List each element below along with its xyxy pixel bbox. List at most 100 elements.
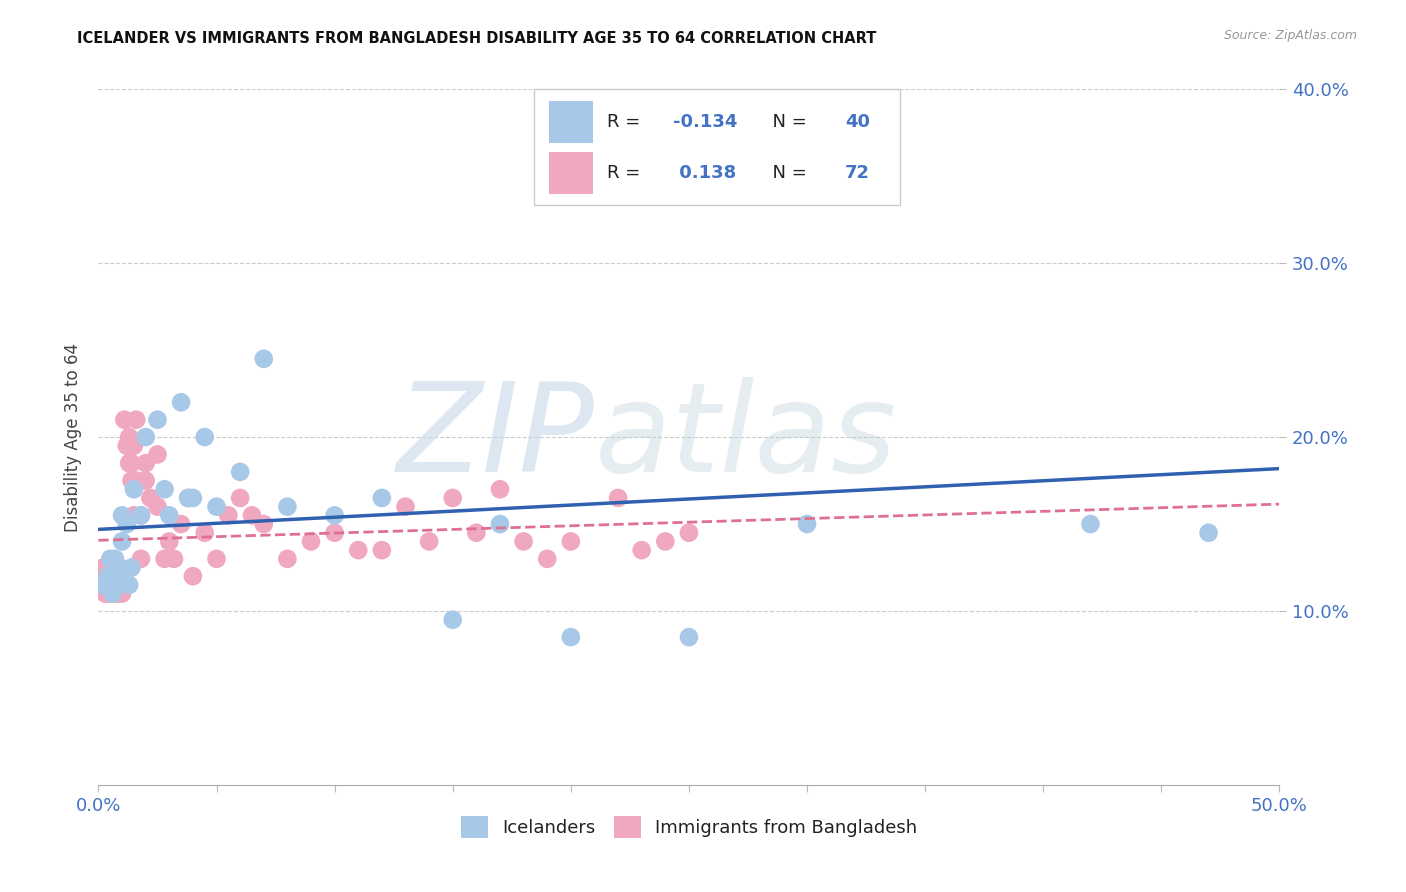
Point <box>163 551 186 566</box>
Point <box>135 474 157 488</box>
Point <box>129 508 152 523</box>
Point <box>97 569 120 583</box>
Point <box>111 508 134 523</box>
Point <box>121 560 143 574</box>
Point <box>111 587 134 601</box>
Text: atlas: atlas <box>595 376 897 498</box>
Point <box>105 578 128 592</box>
Point <box>512 534 534 549</box>
Point <box>844 152 866 166</box>
Point <box>104 569 127 583</box>
Point <box>536 551 558 566</box>
Point <box>371 543 394 558</box>
Point <box>678 630 700 644</box>
Point <box>111 569 134 583</box>
FancyBboxPatch shape <box>548 101 593 143</box>
Y-axis label: Disability Age 35 to 64: Disability Age 35 to 64 <box>65 343 83 532</box>
Point <box>129 508 152 523</box>
Point <box>253 516 276 531</box>
Point <box>323 508 346 523</box>
Point <box>112 578 135 592</box>
Point <box>97 560 120 574</box>
Point <box>108 560 131 574</box>
Point <box>229 491 252 505</box>
Point <box>1080 516 1102 531</box>
Point <box>98 569 121 583</box>
Text: 72: 72 <box>845 164 870 182</box>
Text: 40: 40 <box>845 112 870 130</box>
Point <box>276 551 298 566</box>
Point <box>118 456 141 470</box>
Point <box>98 578 121 592</box>
Point <box>654 534 676 549</box>
Point <box>157 534 180 549</box>
Point <box>104 560 127 574</box>
Text: 0.138: 0.138 <box>673 164 737 182</box>
Point <box>125 412 148 426</box>
Point <box>1198 525 1220 540</box>
Point <box>115 439 138 453</box>
Point <box>347 543 370 558</box>
Point <box>157 508 180 523</box>
Point <box>217 508 239 523</box>
Point <box>139 491 162 505</box>
Point <box>489 482 512 496</box>
Point <box>394 500 416 514</box>
Point <box>101 587 124 601</box>
Point <box>796 516 818 531</box>
Point <box>94 587 117 601</box>
Point <box>122 482 145 496</box>
Text: R =: R = <box>607 164 647 182</box>
Point <box>205 500 228 514</box>
Point <box>129 551 152 566</box>
Point <box>121 456 143 470</box>
Point <box>104 551 127 566</box>
Point <box>146 447 169 462</box>
Legend: Icelanders, Immigrants from Bangladesh: Icelanders, Immigrants from Bangladesh <box>454 809 924 846</box>
Point <box>105 587 128 601</box>
Point <box>371 491 394 505</box>
Point <box>108 578 131 592</box>
Point <box>153 482 176 496</box>
Point <box>607 491 630 505</box>
Point <box>418 534 440 549</box>
Text: N =: N = <box>761 164 813 182</box>
Point <box>122 508 145 523</box>
Point <box>108 569 131 583</box>
Point <box>441 613 464 627</box>
Point <box>101 569 124 583</box>
Point <box>111 578 134 592</box>
Point <box>101 587 124 601</box>
Point <box>229 465 252 479</box>
Point <box>630 543 652 558</box>
FancyBboxPatch shape <box>548 152 593 194</box>
Point <box>97 578 120 592</box>
Point <box>194 525 217 540</box>
Point <box>121 474 143 488</box>
Text: N =: N = <box>761 112 813 130</box>
Point <box>253 351 276 366</box>
Point <box>153 551 176 566</box>
Point <box>105 560 128 574</box>
Point <box>135 430 157 444</box>
FancyBboxPatch shape <box>534 89 900 205</box>
Point <box>323 525 346 540</box>
Point <box>441 491 464 505</box>
Point <box>177 491 200 505</box>
Point <box>104 578 127 592</box>
Point <box>101 578 124 592</box>
Point <box>118 430 141 444</box>
Point <box>122 439 145 453</box>
Text: -0.134: -0.134 <box>673 112 738 130</box>
Point <box>177 491 200 505</box>
Point <box>111 534 134 549</box>
Text: ZIP: ZIP <box>396 376 595 498</box>
Point <box>125 474 148 488</box>
Point <box>560 534 582 549</box>
Point <box>170 395 193 409</box>
Point <box>108 569 131 583</box>
Point <box>112 412 135 426</box>
Point <box>181 491 204 505</box>
Text: R =: R = <box>607 112 647 130</box>
Point <box>98 551 121 566</box>
